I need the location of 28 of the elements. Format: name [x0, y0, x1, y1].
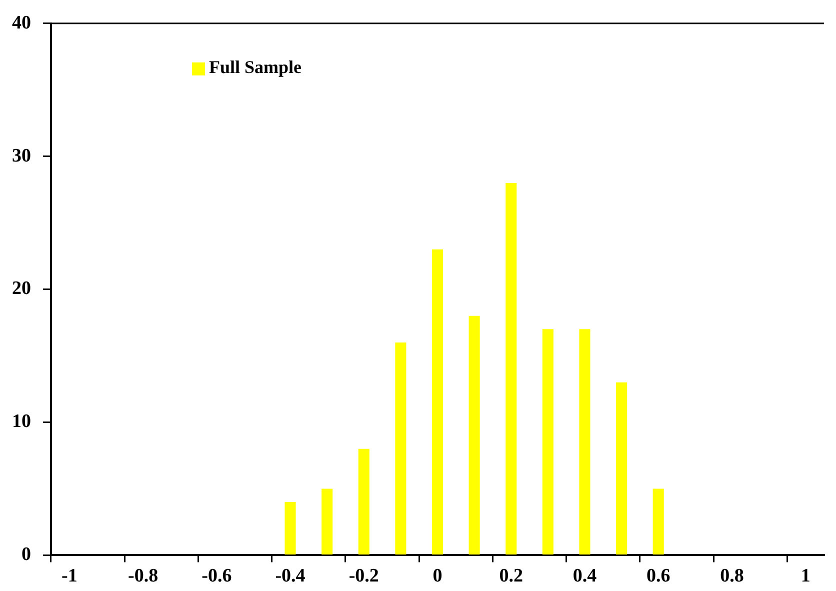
bar: [579, 329, 590, 554]
bar: [506, 182, 517, 554]
bar: [432, 249, 444, 554]
legend-label: Full Sample: [209, 57, 302, 78]
x-tick-label: 0: [432, 566, 442, 587]
x-tick-label: -1: [61, 566, 78, 587]
x-tick-label: 0.2: [499, 566, 523, 587]
bar: [322, 488, 333, 554]
x-tick-label: 1: [800, 566, 810, 587]
y-tick-label: 0: [22, 544, 31, 566]
bar: [542, 329, 554, 554]
bar: [358, 448, 370, 554]
bar: [284, 502, 296, 554]
x-tick-label: -0.6: [202, 566, 232, 587]
bar: [616, 382, 628, 554]
y-tick-label: 10: [12, 411, 31, 432]
x-tick-label: 0.8: [720, 566, 744, 587]
x-tick-label: 0.4: [572, 566, 598, 587]
y-tick-label: 30: [12, 145, 31, 166]
x-tick-label: -0.4: [275, 566, 306, 587]
bar: [652, 488, 664, 554]
x-tick-label: 0.6: [646, 566, 670, 587]
x-tick-label: -0.2: [348, 566, 379, 587]
bar: [395, 342, 406, 554]
bar: [468, 316, 480, 554]
x-tick-label: -0.8: [128, 566, 158, 587]
y-tick-label: 20: [12, 278, 31, 300]
y-tick-label: 40: [12, 12, 31, 34]
